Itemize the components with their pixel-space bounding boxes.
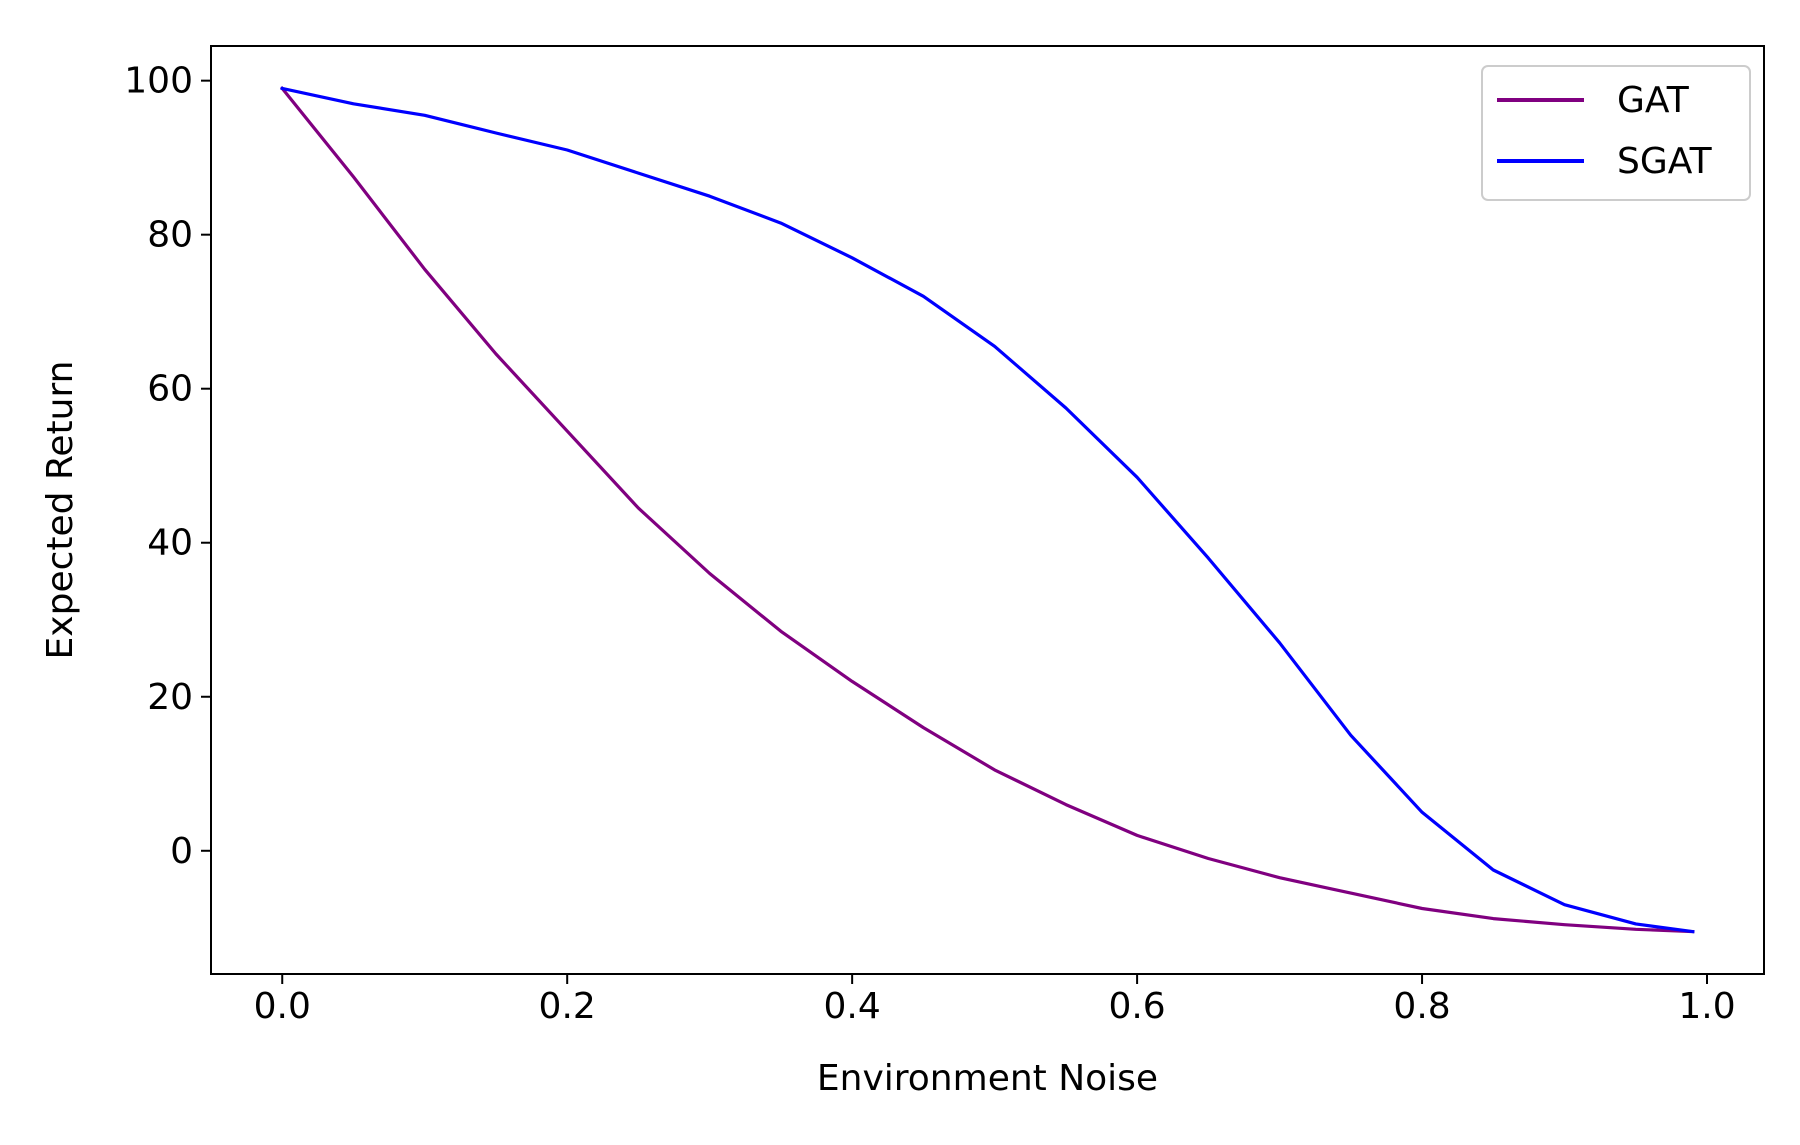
legend-label-sgat: SGAT xyxy=(1617,141,1713,182)
x-tick-label: 0.4 xyxy=(824,986,881,1027)
y-tick-label: 60 xyxy=(147,369,193,410)
series-layer xyxy=(279,86,1695,934)
x-tick-label: 0.6 xyxy=(1108,986,1165,1027)
legend: GAT SGAT xyxy=(1481,65,1751,201)
y-tick-label: 80 xyxy=(147,215,193,256)
y-tick-label: 40 xyxy=(147,523,193,564)
series-line-sgat xyxy=(280,86,1695,934)
y-tick-label: 20 xyxy=(147,677,193,718)
y-axis-label: Expected Return xyxy=(40,361,81,660)
x-tick-label: 0.0 xyxy=(254,986,311,1027)
x-axis-label: Environment Noise xyxy=(817,1058,1158,1099)
x-tick-label: 0.8 xyxy=(1393,986,1450,1027)
x-axis-ticks: 0.0 0.2 0.4 0.6 0.8 1.0 xyxy=(254,974,1736,1027)
legend-label-gat: GAT xyxy=(1617,80,1690,121)
x-tick-label: 1.0 xyxy=(1678,986,1735,1027)
y-axis-ticks: 0 20 40 60 80 100 xyxy=(124,61,211,872)
y-tick-label: 0 xyxy=(170,831,193,872)
series-line-gat xyxy=(279,86,1695,934)
plot-area-frame xyxy=(210,45,1765,975)
y-tick-label: 100 xyxy=(124,61,193,102)
x-tick-label: 0.2 xyxy=(539,986,596,1027)
